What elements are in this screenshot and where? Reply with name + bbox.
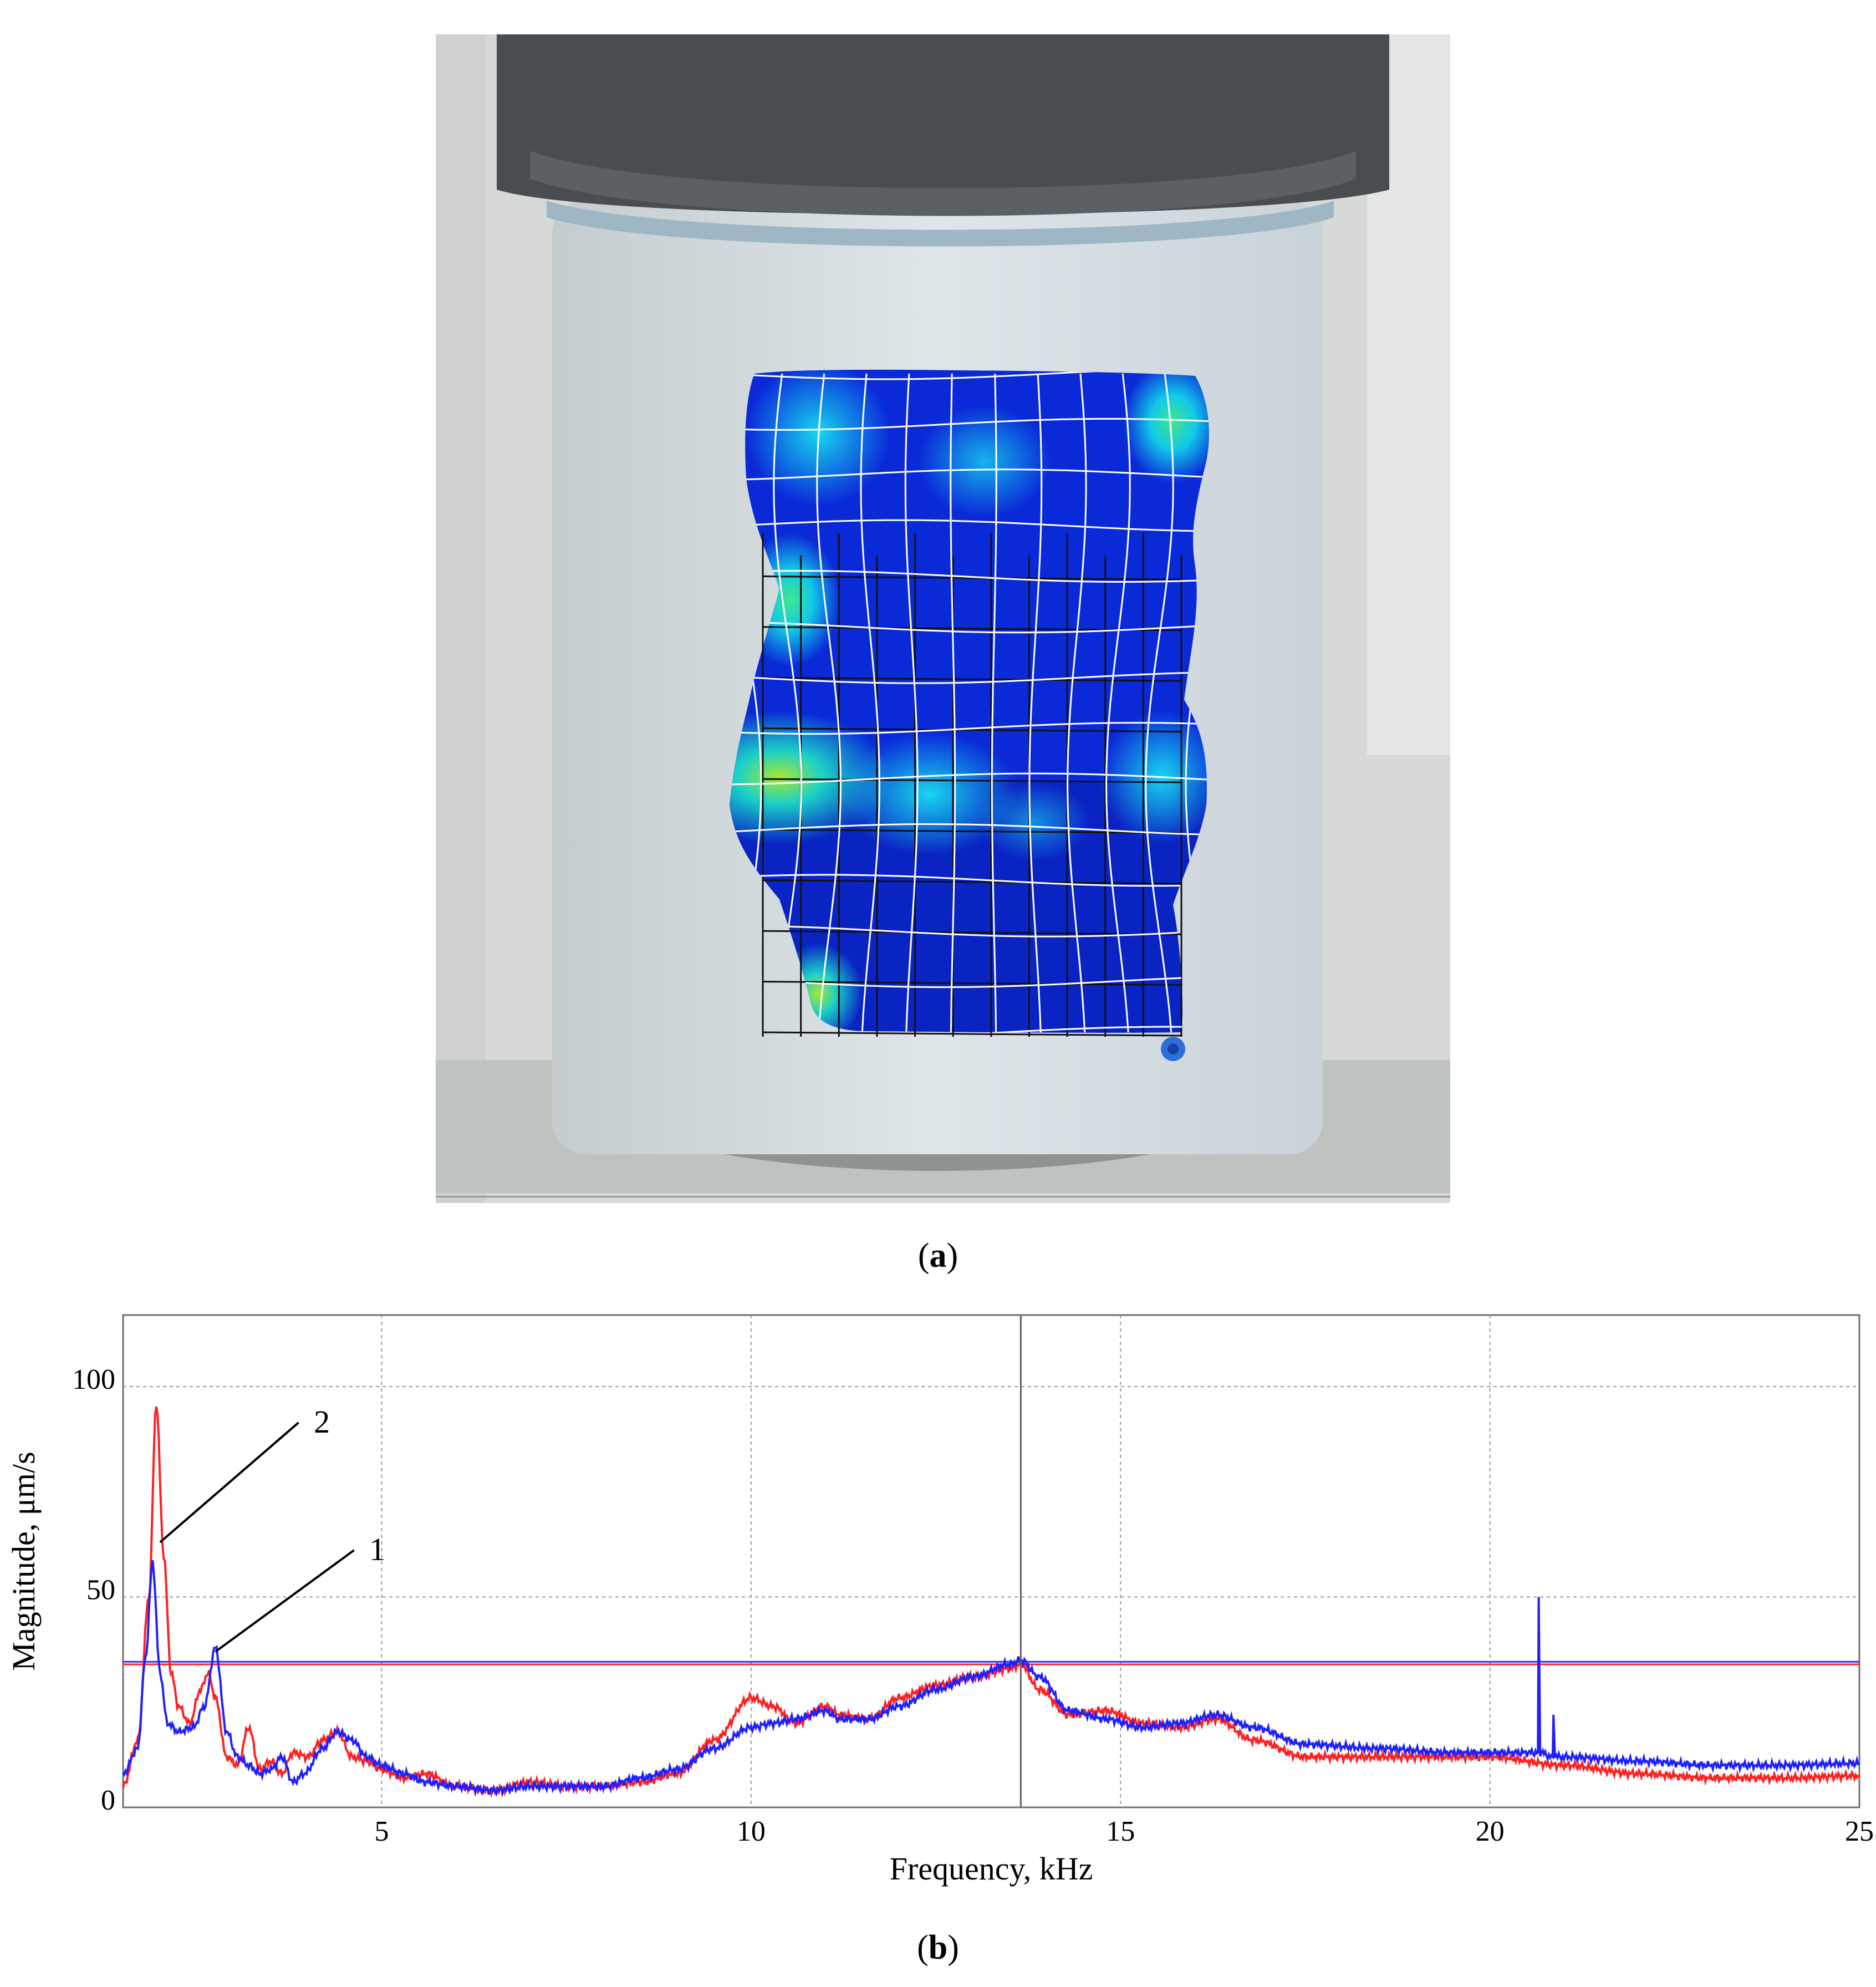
grid-line [1028, 373, 1043, 1033]
y-tick-label: 0 [101, 1785, 115, 1816]
grid-line [730, 924, 1209, 938]
grid-line [950, 373, 956, 1033]
caption-b: (b) [917, 1929, 959, 1966]
callout-leader [215, 1549, 355, 1653]
grid-line [816, 373, 842, 1033]
grid-line [991, 373, 997, 1033]
grid-line [730, 823, 1209, 836]
grid-line [730, 722, 1209, 735]
series-lines [122, 1406, 1860, 1799]
grid-line [762, 1031, 1182, 1037]
grid-line [730, 519, 1209, 532]
x-tick-label: 10 [737, 1816, 766, 1847]
grid-line [1067, 373, 1087, 1033]
grid-lines [123, 1315, 1859, 1807]
grid-line [904, 373, 919, 1033]
grid-line [730, 772, 1209, 786]
series-blue-line [122, 1560, 1860, 1798]
callouts: 21 [159, 1404, 385, 1653]
grid-line [730, 671, 1209, 684]
grid-line [762, 676, 1182, 682]
plot-area [122, 1314, 1860, 1808]
x-tick-label: 20 [1476, 1816, 1505, 1847]
grid-line [762, 727, 1182, 733]
grid-line [730, 1026, 1209, 1033]
photo-panel [436, 34, 1450, 1203]
callout-label: 1 [369, 1531, 385, 1567]
tick-labels: 5 10 15 20 25 0 50 100 [72, 1364, 1874, 1847]
grid-line [762, 778, 1182, 783]
grid-line [730, 570, 1209, 583]
x-tick-label: 15 [1106, 1816, 1135, 1847]
grid-line [1105, 373, 1131, 1033]
y-axis-title: Magnitude, μm/s [6, 1451, 42, 1670]
grid-line [730, 874, 1209, 887]
grid-line [762, 828, 1182, 834]
mode-shape-photo [436, 34, 1450, 1203]
grid-line [860, 373, 880, 1033]
grid-line [730, 468, 1209, 481]
grid-line [762, 981, 1182, 986]
caption-a: (a) [917, 1237, 959, 1275]
y-tick-label: 100 [72, 1364, 115, 1395]
callout-label: 2 [314, 1404, 330, 1440]
x-axis-title: Frequency, kHz [890, 1851, 1093, 1887]
y-tick-label: 50 [86, 1575, 115, 1606]
container-lid [497, 34, 1389, 215]
grid-line [762, 930, 1182, 935]
grid-line [762, 575, 1182, 581]
callout-leader [159, 1422, 299, 1543]
grid-line [730, 417, 1209, 431]
grid-line [730, 620, 1209, 634]
x-tick-label: 25 [1845, 1816, 1874, 1847]
grid-line [1145, 373, 1174, 1033]
grid-line [773, 373, 802, 1033]
deformed-grid [730, 369, 1209, 1033]
x-tick-label: 5 [374, 1816, 389, 1847]
